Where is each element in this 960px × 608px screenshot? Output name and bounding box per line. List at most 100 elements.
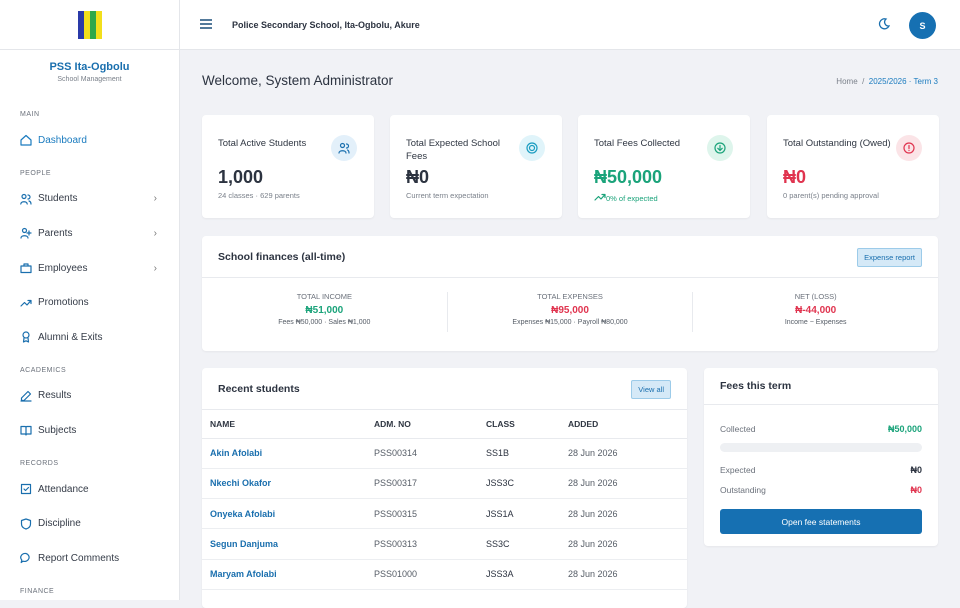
breadcrumb: Home / 2025/2026 · Term 3 xyxy=(836,77,938,86)
sidebar: PSS Ita-Ogbolu School Management MAIN Das… xyxy=(0,0,180,600)
finance-label: TOTAL INCOME xyxy=(296,292,352,301)
stat-icon xyxy=(707,135,733,161)
stat-icon-glyph xyxy=(526,142,538,154)
nav-icon xyxy=(20,331,38,343)
nav-item[interactable]: Discipline xyxy=(0,506,179,541)
nav-icon xyxy=(20,297,38,309)
crumb-home[interactable]: Home xyxy=(836,77,858,86)
logo xyxy=(0,0,179,50)
nav-icon xyxy=(20,390,38,402)
open-fee-statements-button[interactable]: Open fee statements xyxy=(720,509,922,534)
student-cell: JSS1A xyxy=(478,498,560,530)
stat-label: Total Outstanding (Owed) xyxy=(783,138,891,149)
stat-note-text: 0 parent(s) pending approval xyxy=(783,191,879,200)
stat-icon xyxy=(519,135,545,161)
avatar[interactable]: S xyxy=(909,12,936,39)
nav-label: Subjects xyxy=(38,424,77,436)
chevron: › xyxy=(153,193,157,205)
nav-item[interactable]: Alumni & Exits xyxy=(0,320,179,355)
theme-toggle[interactable] xyxy=(878,18,890,30)
student-name[interactable]: Nkechi Okafor xyxy=(202,468,366,500)
nav-item[interactable]: Parents › xyxy=(0,216,179,251)
section-title: RECORDS xyxy=(20,459,59,467)
stat-value: ₦50,000 xyxy=(594,167,663,187)
chevron: › xyxy=(153,227,157,239)
finance-note: Income − Expenses xyxy=(784,319,847,326)
fee-row: Outstanding ₦0 xyxy=(704,480,938,500)
finance-note: Expenses ₦15,000 · Payroll ₦80,000 xyxy=(512,319,628,326)
student-row: Segun Danjuma PSS00313 SS3C 28 Jun 2026 xyxy=(202,528,687,560)
nav-label: Alumni & Exits xyxy=(38,331,103,343)
finance-label: TOTAL EXPENSES xyxy=(537,292,603,301)
column-header: NAME xyxy=(202,410,366,439)
stat-card: Total Expected School Fees ₦0 Current term… xyxy=(390,115,562,218)
student-name[interactable]: Maryam Afolabi xyxy=(202,559,366,590)
stat-value: 1,000 xyxy=(218,167,264,187)
finance-value: ₦-44,000 xyxy=(795,305,837,316)
student-name[interactable]: Onyeka Afolabi xyxy=(202,498,366,530)
stat-icon-glyph xyxy=(714,142,726,154)
fee-value: ₦0 xyxy=(910,465,922,475)
fee-row: Collected ₦50,000 xyxy=(704,419,938,439)
stat-icon xyxy=(896,135,922,161)
stat-card: Total Fees Collected ₦50,000 0% of expecte… xyxy=(578,115,750,218)
student-cell: PSS01000 xyxy=(366,559,478,590)
finance-column: TOTAL EXPENSES ₦95,000 Expenses ₦15,000 · … xyxy=(446,292,693,332)
nav-item[interactable]: Report Comments xyxy=(0,541,179,576)
school-title: Police Secondary School, Ita-Ogbolu, Aku… xyxy=(232,20,420,30)
stat-card: Total Outstanding (Owed) ₦0 0 parent(s) pe… xyxy=(767,115,939,218)
student-cell: PSS00315 xyxy=(366,498,478,530)
stat-note: 0% of expected xyxy=(594,191,734,203)
nav-label: Students xyxy=(38,193,78,205)
finance-value: ₦51,000 xyxy=(305,305,344,316)
nav-item[interactable]: Attendance xyxy=(0,472,179,507)
fee-label: Outstanding xyxy=(720,485,766,495)
student-row: Akin Afolabi PSS00314 SS1B 28 Jun 2026 xyxy=(202,438,687,469)
student-name[interactable]: Akin Afolabi xyxy=(202,438,366,469)
finance-column: TOTAL INCOME ₦51,000 Fees ₦50,000 · Sales … xyxy=(202,292,447,332)
trend-icon xyxy=(594,191,606,203)
fee-value: ₦0 xyxy=(910,485,922,495)
student-cell: SS1B xyxy=(478,438,560,469)
stat-note: 24 classes · 629 parents xyxy=(218,191,358,200)
nav-item[interactable]: Dashboard xyxy=(0,123,179,158)
fee-value: ₦50,000 xyxy=(887,424,922,434)
chevron: › xyxy=(153,262,157,274)
nav-icon xyxy=(20,262,38,274)
menu-button[interactable] xyxy=(200,19,212,29)
nav-icon xyxy=(20,552,38,564)
nav-icon xyxy=(20,518,38,530)
panel-header: School finances (all-time) Expense report xyxy=(202,236,938,278)
column-header: ADM. NO xyxy=(366,410,478,439)
nav: MAIN Dashboard PEOPLE Students › Parents › Empl… xyxy=(0,111,179,600)
fee-label: Expected xyxy=(720,465,756,475)
nav-icon xyxy=(20,424,38,437)
finance-value: ₦95,000 xyxy=(551,305,589,316)
nav-item[interactable]: Promotions xyxy=(0,285,179,320)
fee-rows: Collected ₦50,000 Expected ₦0 Outstanding ₦0 xyxy=(704,405,938,500)
nav-label: Dashboard xyxy=(38,134,87,146)
school-name: PSS Ita-Ogbolu xyxy=(49,61,130,73)
nav-item[interactable]: Students › xyxy=(0,182,179,217)
fee-label: Collected xyxy=(720,424,756,434)
expense-report-button[interactable]: Expense report xyxy=(857,248,922,267)
nav-label: Employees xyxy=(38,262,88,274)
view-all-button[interactable]: View all xyxy=(631,380,671,399)
student-cell: JSS3C xyxy=(478,468,560,500)
fees-panel: Fees this term Collected ₦50,000 Expected ₦… xyxy=(704,368,938,546)
nav-label: Report Comments xyxy=(38,552,120,564)
student-cell: 28 Jun 2026 xyxy=(560,438,687,469)
stat-card: Total Active Students 1,000 24 classes · 6… xyxy=(202,115,374,218)
panel-title: School finances (all-time) xyxy=(218,250,346,263)
stat-note-text: 0% of expected xyxy=(606,194,658,203)
nav-item[interactable]: Employees › xyxy=(0,251,179,286)
student-name[interactable]: Segun Danjuma xyxy=(202,528,366,560)
flag-logo xyxy=(77,10,102,39)
stat-label: Total Expected School Fees xyxy=(406,138,501,162)
nav-item[interactable]: Subjects xyxy=(0,413,179,448)
nav-item[interactable]: Results xyxy=(0,379,179,414)
finance-columns: TOTAL INCOME ₦51,000 Fees ₦50,000 · Sales … xyxy=(202,278,938,332)
stat-icon xyxy=(331,135,357,161)
page-title: Welcome, System Administrator xyxy=(202,73,394,88)
